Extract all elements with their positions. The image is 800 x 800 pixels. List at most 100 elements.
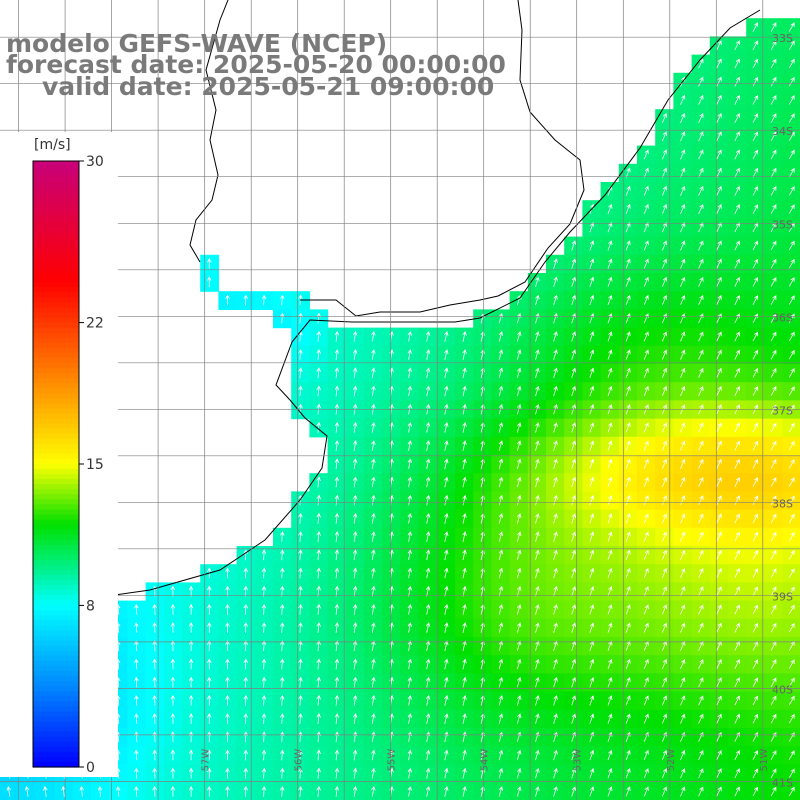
wind-arrow — [535, 567, 540, 579]
wind-arrow — [279, 585, 285, 597]
wind-arrow — [752, 513, 759, 524]
wind-arrow — [334, 476, 340, 488]
field-cell — [764, 436, 784, 456]
wind-arrow — [279, 640, 285, 652]
wind-arrow — [407, 622, 413, 633]
wind-arrow — [462, 385, 467, 397]
colorbar-segment — [33, 282, 79, 288]
wind-arrow — [516, 640, 522, 652]
wind-arrow — [225, 567, 230, 579]
wind-arrow — [625, 640, 631, 651]
wind-arrow — [625, 768, 631, 779]
field-cell — [709, 291, 729, 310]
lon-label: 54W — [480, 749, 491, 772]
wind-arrow — [607, 713, 613, 724]
wind-arrow — [589, 658, 595, 670]
wind-arrow — [188, 658, 194, 670]
wind-arrow — [716, 604, 722, 615]
wind-arrow — [788, 713, 795, 724]
wind-arrow — [770, 695, 777, 706]
wind-arrow — [535, 604, 540, 615]
wind-arrow — [170, 785, 176, 797]
wind-arrow — [698, 276, 704, 287]
wind-arrow — [788, 95, 795, 105]
wind-arrow — [352, 494, 358, 506]
wind-arrow — [535, 622, 540, 633]
wind-arrow — [661, 567, 667, 579]
wind-arrow — [788, 604, 795, 615]
wind-arrow — [207, 276, 212, 288]
colorbar-segment — [33, 655, 79, 662]
wind-arrow — [225, 658, 230, 670]
wind-arrow — [589, 513, 595, 524]
wind-arrow — [298, 713, 303, 724]
wind-arrow — [734, 386, 740, 396]
wind-arrow — [643, 385, 649, 397]
wind-arrow — [316, 567, 321, 579]
field-cell — [709, 582, 729, 602]
wind-arrow — [571, 786, 576, 797]
wind-arrow — [188, 585, 194, 597]
wind-arrow — [770, 513, 777, 524]
wind-arrow — [752, 331, 759, 342]
wind-arrow — [788, 732, 795, 742]
field-cell — [709, 546, 729, 565]
wind-arrow — [734, 276, 740, 287]
colorbar-segment — [33, 176, 79, 182]
wind-arrow — [661, 604, 667, 615]
field-cell — [709, 127, 729, 147]
colorbar-segment — [33, 347, 79, 354]
lon-label: 56W — [294, 749, 305, 772]
wind-arrow — [788, 22, 795, 32]
colorbar-segment — [33, 731, 79, 738]
wind-arrow — [698, 113, 704, 123]
field-cell — [764, 418, 784, 438]
wind-arrow — [279, 531, 285, 542]
field-cell — [728, 637, 747, 656]
wind-arrow — [661, 713, 667, 724]
field-cell — [746, 36, 765, 56]
wind-arrow — [462, 603, 467, 615]
wind-arrow — [680, 622, 686, 633]
wind-arrow — [643, 695, 649, 706]
colorbar: [m/s] 30 22 15 8 0 — [0, 132, 118, 777]
wind-arrow — [407, 676, 413, 688]
field-cell — [728, 145, 747, 165]
colorbar-segment — [33, 373, 79, 379]
wind-arrow — [535, 385, 540, 397]
colorbar-segment — [33, 236, 79, 243]
wind-arrow — [407, 367, 413, 379]
wind-arrow — [316, 349, 321, 360]
wind-arrow — [643, 586, 649, 597]
colorbar-segment — [33, 630, 79, 637]
wind-arrow — [334, 640, 340, 652]
colorbar-segment — [33, 277, 79, 283]
field-cell — [709, 182, 729, 201]
wind-arrow — [788, 459, 795, 469]
colorbar-segment — [33, 721, 79, 728]
wind-arrow — [243, 567, 249, 579]
wind-arrow — [298, 640, 303, 652]
wind-arrow — [589, 622, 595, 633]
colorbar-segment — [33, 650, 79, 657]
field-cell — [746, 218, 765, 238]
wind-arrow — [788, 677, 795, 688]
wind-arrow — [334, 549, 340, 561]
wind-arrow — [625, 294, 631, 306]
field-cell — [728, 600, 747, 620]
wind-arrow — [316, 785, 321, 797]
wind-arrow — [371, 367, 376, 379]
wind-arrow — [571, 495, 576, 506]
field-cell — [746, 364, 765, 383]
wind-arrow — [425, 349, 431, 360]
wind-arrow — [516, 440, 522, 451]
wind-arrow — [734, 622, 740, 633]
field-cell — [746, 582, 765, 602]
field-cell — [709, 691, 729, 711]
colorbar-segment — [33, 267, 79, 273]
wind-arrow — [643, 294, 649, 306]
colorbar-segment — [33, 211, 79, 218]
wind-arrow — [261, 294, 267, 306]
wind-arrow — [752, 677, 759, 688]
colorbar-segment — [33, 201, 79, 208]
